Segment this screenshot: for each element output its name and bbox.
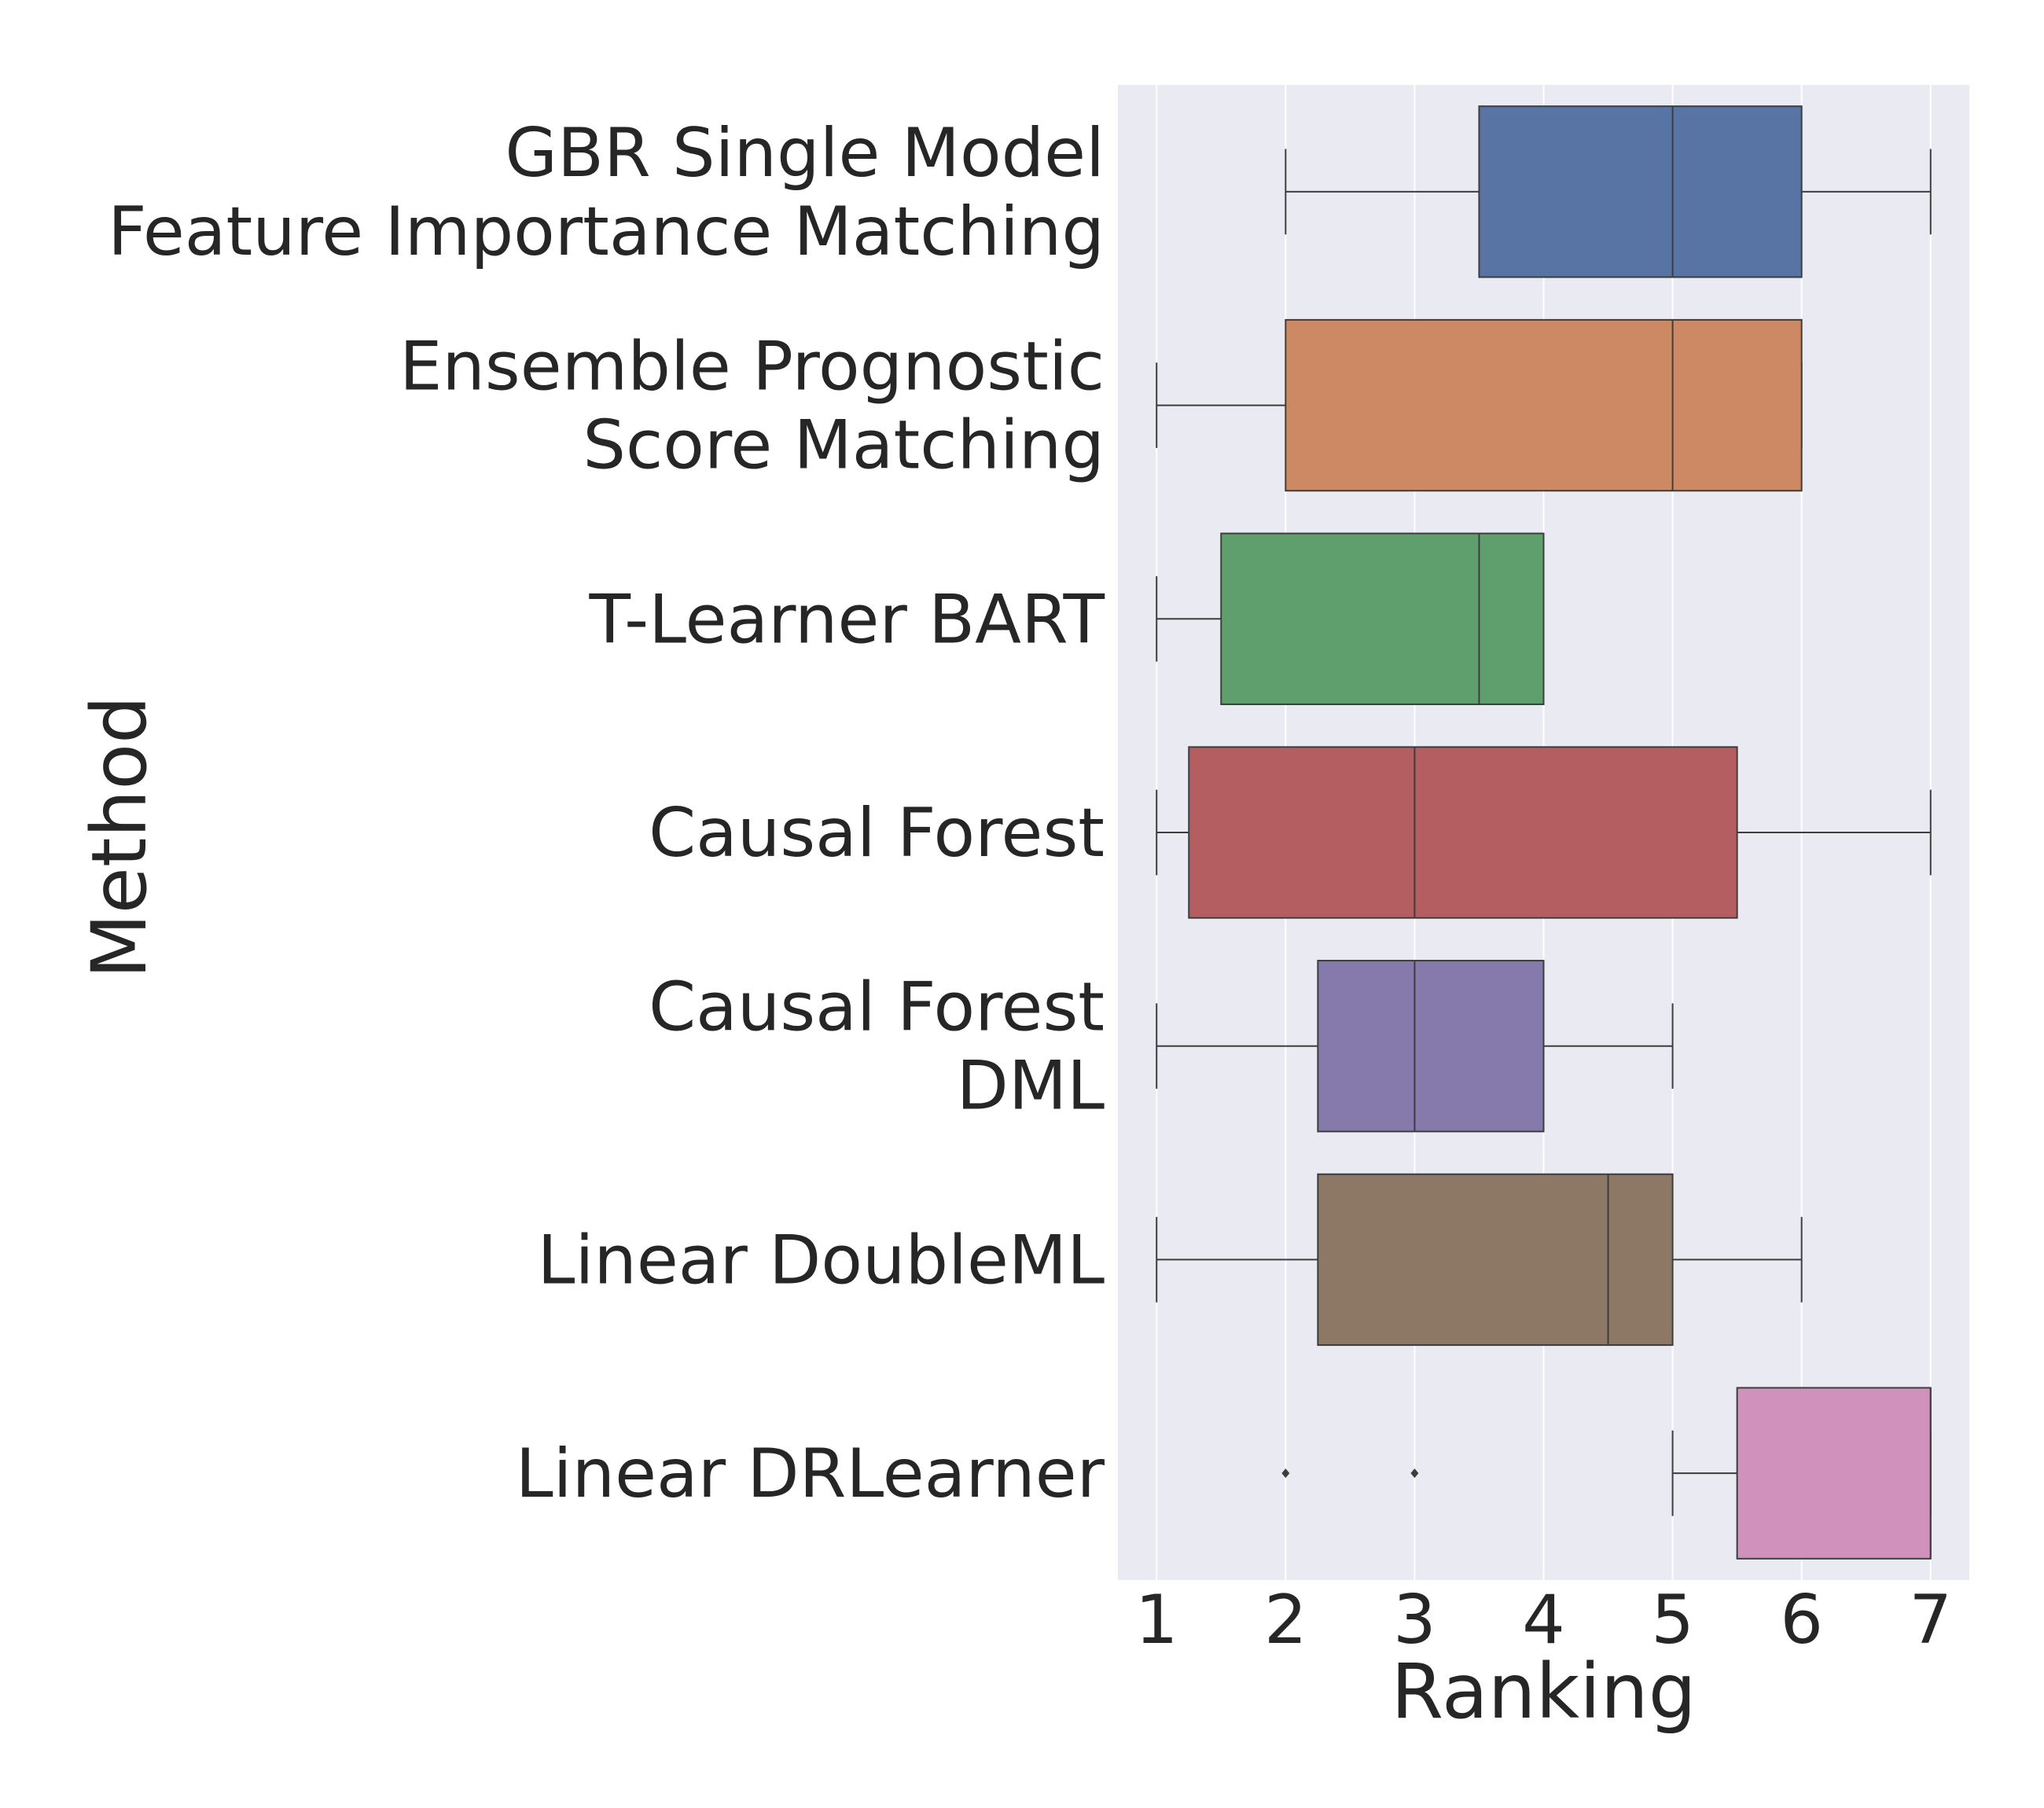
category-label-line: Score Matching — [583, 406, 1105, 485]
category-label: Causal Forest DML — [649, 968, 1105, 1126]
category-label-line: Ensemble Prognostic — [399, 328, 1105, 406]
category-label-line: GBR Single Model — [505, 114, 1105, 193]
category-label-line: DML — [957, 1047, 1105, 1126]
category-label-line: Feature Importance Matching — [108, 193, 1105, 271]
x-tick-label: 3 — [1393, 1581, 1436, 1659]
box-iqr — [1220, 532, 1545, 705]
outlier-point — [1410, 1468, 1419, 1479]
category-label-line: T-Learner BART — [589, 580, 1105, 659]
box-group — [1156, 960, 1674, 1133]
outlier-point — [1281, 1468, 1290, 1479]
box-iqr — [1317, 1173, 1674, 1347]
category-label: T-Learner BART — [589, 580, 1105, 659]
box-iqr — [1317, 960, 1545, 1133]
box-group — [1156, 318, 1803, 492]
box-iqr — [1478, 105, 1803, 278]
category-label-line: Linear DRLearner — [516, 1435, 1105, 1513]
x-tick-labels: 1 2 3 4 5 6 7 — [1135, 1581, 1952, 1659]
x-tick-label: 5 — [1651, 1581, 1694, 1659]
box-group — [1156, 1173, 1803, 1347]
category-label-line: Causal Forest — [649, 968, 1105, 1047]
box-group — [1281, 1387, 1932, 1560]
category-label: Causal Forest — [649, 794, 1105, 873]
x-tick-label: 7 — [1909, 1581, 1952, 1659]
x-axis-title: Ranking — [1391, 1648, 1696, 1736]
x-tick-label: 2 — [1264, 1581, 1307, 1659]
box-iqr — [1285, 318, 1803, 492]
x-tick-label: 1 — [1135, 1581, 1178, 1659]
category-label: Linear DoubleML — [538, 1221, 1105, 1299]
box-group — [1156, 532, 1545, 705]
category-label: GBR Single Model Feature Importance Match… — [108, 114, 1105, 271]
x-tick-label: 6 — [1780, 1581, 1823, 1659]
category-labels: GBR Single Model Feature Importance Match… — [108, 114, 1105, 1513]
box-group — [1285, 105, 1932, 278]
category-label: Ensemble Prognostic Score Matching — [399, 328, 1105, 485]
x-tick-label: 4 — [1522, 1581, 1565, 1659]
box-iqr — [1736, 1387, 1932, 1560]
category-label-line: Linear DoubleML — [538, 1221, 1105, 1299]
y-axis-title: Method — [75, 696, 164, 979]
box-group — [1156, 746, 1932, 919]
category-label-line: Causal Forest — [649, 794, 1105, 873]
category-label: Linear DRLearner — [516, 1435, 1105, 1513]
boxes — [1156, 105, 1932, 1560]
box-iqr — [1188, 746, 1738, 919]
